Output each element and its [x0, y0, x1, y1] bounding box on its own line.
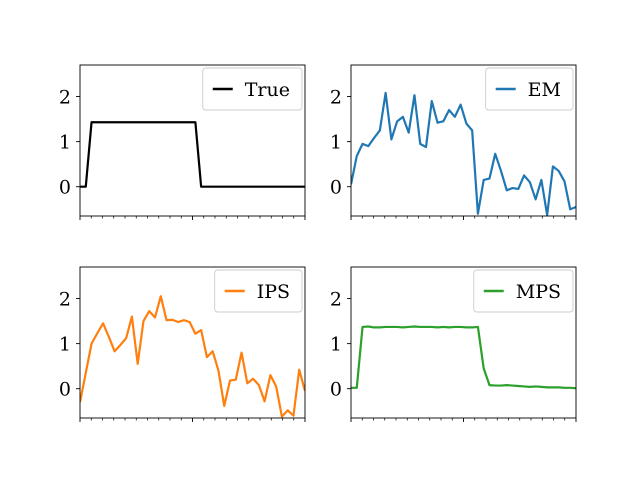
subplot-true: 0 1 2 True	[59, 64, 306, 220]
legend-box	[214, 269, 303, 313]
legend-label: IPS	[257, 281, 290, 303]
legend-label: MPS	[516, 281, 561, 303]
y-tick-label: 1	[59, 132, 71, 154]
y-tick-label: 0	[59, 379, 71, 401]
series-line-mps	[351, 325, 576, 390]
y-tick-label: 1	[330, 334, 342, 356]
y-tick-label: 2	[59, 289, 71, 311]
legend-box	[473, 269, 574, 313]
y-tick-label: 0	[330, 177, 342, 199]
subplot-mps: 0 1 2 MPS	[330, 266, 577, 422]
legend-box	[202, 67, 303, 111]
legend-label: EM	[528, 79, 561, 101]
y-tick-label: 1	[59, 334, 71, 356]
series-line-ips	[80, 295, 305, 418]
y-tick-label: 2	[330, 87, 342, 109]
legend-box	[485, 67, 574, 111]
y-tick-label: 0	[330, 379, 342, 401]
y-tick-label: 2	[59, 87, 71, 109]
legend-label: True	[245, 79, 290, 101]
subplot-em: 0 1 2 EM	[330, 64, 577, 220]
series-line-true	[80, 121, 305, 188]
y-tick-label: 1	[330, 132, 342, 154]
series-line-em	[351, 91, 576, 216]
y-tick-label: 0	[59, 177, 71, 199]
y-tick-label: 2	[330, 289, 342, 311]
subplot-ips: 0 1 2 IPS	[59, 266, 306, 422]
